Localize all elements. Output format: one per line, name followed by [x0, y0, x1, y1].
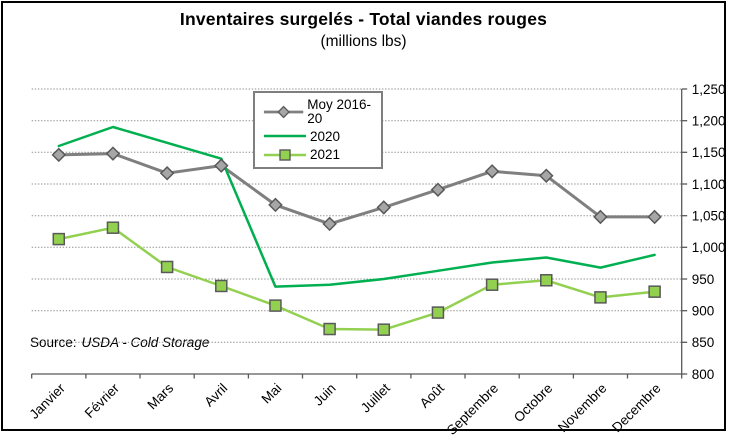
marker-diamond-moy-2016-20 — [268, 197, 283, 213]
y-tick-label: 1,000 — [692, 240, 726, 255]
marker-diamond-moy-2016-20 — [430, 182, 446, 197]
series-line-2021 — [57, 226, 656, 331]
marker-diamond-moy-2016-20 — [539, 168, 554, 184]
legend-label: Moy 2016-20 — [307, 97, 371, 126]
marker-diamond-moy-2016-20 — [214, 158, 229, 173]
legend-item-2020: 2020 — [263, 129, 381, 143]
marker-square-2021 — [431, 306, 445, 319]
legend-key-icon — [264, 135, 306, 138]
x-tick-label: Novembre — [555, 381, 610, 436]
marker-diamond-moy-2016-20 — [51, 147, 67, 163]
marker-diamond-moy-2016-20 — [484, 164, 500, 179]
x-tick-label: Mars — [144, 380, 176, 412]
chart-subtitle: (millions lbs) — [320, 33, 407, 50]
marker-square-2021 — [52, 232, 66, 246]
legend: Moy 2016-20 2020 2021 — [253, 91, 383, 169]
marker-square-2021 — [215, 279, 228, 293]
marker-square-2021 — [594, 291, 607, 304]
marker-diamond-moy-2016-20 — [593, 209, 608, 225]
y-tick-label: 900 — [692, 304, 715, 319]
legend-item-moy-2016-20: Moy 2016-20 — [263, 98, 381, 125]
source-name: USDA - Cold Storage — [81, 335, 210, 350]
y-tick-label: 950 — [692, 272, 715, 287]
marker-square-2021 — [377, 323, 391, 336]
y-tick-label: 1,050 — [692, 209, 726, 224]
marker-square-2021 — [269, 299, 282, 312]
marker-diamond-moy-2016-20 — [322, 216, 337, 232]
x-tick-label: Juin — [311, 381, 339, 409]
marker-square-2021 — [160, 260, 174, 274]
legend-label: 2020 — [310, 128, 341, 144]
source-note: Source: USDA - Cold Storage — [30, 335, 209, 350]
legend-item-2021: 2021 — [263, 148, 381, 162]
x-tick-label: Janvier — [27, 380, 69, 422]
marker-square-2021 — [106, 221, 120, 234]
x-tick-label: Decembre — [609, 381, 664, 436]
source-label: Source: — [30, 335, 77, 350]
y-tick-label: 1,250 — [692, 82, 726, 97]
marker-diamond-moy-2016-20 — [376, 200, 392, 215]
marker-diamond-moy-2016-20 — [159, 165, 175, 181]
marker-square-2021 — [485, 278, 499, 291]
legend-key-icon — [263, 105, 304, 119]
x-tick-label: Juillet — [358, 380, 393, 415]
marker-diamond-moy-2016-20 — [105, 146, 121, 161]
marker-diamond-moy-2016-20 — [647, 209, 662, 225]
marker-square-2021 — [648, 285, 661, 298]
marker-square-2021 — [323, 322, 336, 336]
y-tick-label: 1,100 — [692, 177, 726, 192]
x-tick-label: Février — [82, 380, 123, 421]
x-tick-label: Septembre — [444, 381, 501, 438]
y-tick-label: 800 — [692, 367, 715, 382]
marker-square-2021 — [540, 274, 553, 287]
x-tick-label: Octobre — [511, 381, 556, 426]
figure-border — [1, 1, 726, 431]
x-tick-label: Mai — [259, 381, 285, 407]
chart-title: Inventaires surgelés - Total viandes rou… — [179, 9, 548, 29]
y-tick-label: 850 — [692, 335, 715, 350]
y-tick-label: 1,200 — [692, 114, 726, 129]
x-tick-label: Août — [417, 380, 447, 410]
legend-label: 2021 — [310, 147, 341, 163]
y-tick-label: 1,150 — [692, 145, 726, 160]
x-tick-label: Avril — [201, 381, 230, 410]
legend-key-icon — [264, 149, 306, 161]
